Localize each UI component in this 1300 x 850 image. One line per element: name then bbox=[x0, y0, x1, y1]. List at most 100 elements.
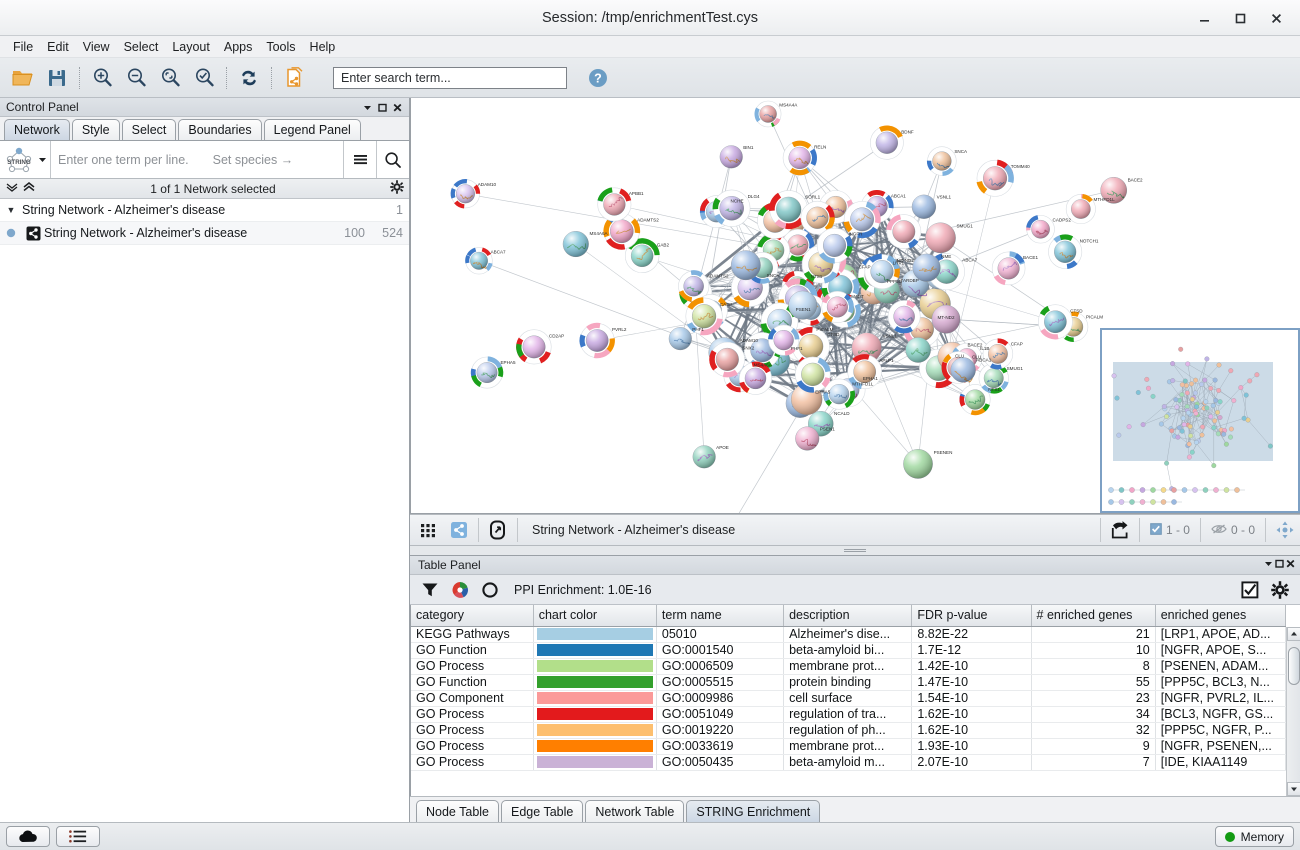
network-node[interactable] bbox=[847, 354, 882, 390]
network-node[interactable] bbox=[450, 179, 481, 209]
network-node[interactable] bbox=[692, 445, 716, 469]
col-category[interactable]: category bbox=[411, 605, 534, 627]
network-node[interactable] bbox=[959, 384, 991, 416]
menu-help[interactable]: Help bbox=[309, 39, 336, 54]
pie-chart-icon[interactable] bbox=[446, 578, 474, 602]
collapse-all-icon[interactable] bbox=[5, 181, 19, 196]
network-node[interactable] bbox=[1100, 176, 1128, 204]
hamburger-icon[interactable] bbox=[343, 141, 376, 178]
table-row[interactable]: GO Function GO:0001540 beta-amyloid bi... 1… bbox=[411, 642, 1287, 659]
close-panel-icon[interactable] bbox=[390, 100, 405, 115]
gear-icon[interactable] bbox=[1266, 578, 1294, 602]
network-node[interactable] bbox=[730, 250, 761, 281]
scroll-down-icon[interactable] bbox=[1286, 782, 1300, 796]
network-node[interactable] bbox=[1026, 215, 1055, 244]
network-node[interactable] bbox=[782, 140, 817, 176]
panel-splitter[interactable] bbox=[410, 546, 1300, 555]
network-node[interactable] bbox=[864, 253, 900, 290]
grid-layout-icon[interactable] bbox=[414, 517, 444, 543]
minimize-icon[interactable] bbox=[1186, 2, 1222, 34]
network-node[interactable] bbox=[925, 222, 956, 254]
network-node[interactable] bbox=[800, 200, 835, 235]
expand-all-icon[interactable] bbox=[22, 181, 36, 196]
network-graph-svg[interactable]: MT-ND2 VSNL1 NTS1 PICALM ADAMTS2 SNCA SMUG1 PHF… bbox=[411, 98, 1300, 514]
table-row[interactable]: GO Process GO:0019220 regulation of ph... 1… bbox=[411, 722, 1287, 739]
fit-content-icon[interactable] bbox=[1270, 517, 1300, 543]
filter-icon[interactable] bbox=[416, 578, 444, 602]
network-node[interactable] bbox=[1037, 304, 1073, 340]
table-row[interactable]: GO Component GO:0009986 cell surface 1.54E-… bbox=[411, 690, 1287, 707]
tab-network[interactable]: Network bbox=[4, 119, 70, 140]
checkbox-icon[interactable] bbox=[1236, 578, 1264, 602]
network-node[interactable] bbox=[754, 100, 782, 128]
tab-boundaries[interactable]: Boundaries bbox=[178, 119, 262, 140]
network-node[interactable] bbox=[767, 324, 800, 356]
col-term-name[interactable]: term name bbox=[656, 605, 785, 627]
network-node[interactable] bbox=[886, 214, 922, 250]
menu-select[interactable]: Select bbox=[123, 39, 159, 54]
chevron-down-icon[interactable] bbox=[360, 100, 375, 115]
menu-tools[interactable]: Tools bbox=[266, 39, 296, 54]
zoom-out-icon[interactable] bbox=[119, 62, 153, 94]
network-node[interactable] bbox=[991, 251, 1026, 286]
network-node[interactable] bbox=[516, 329, 552, 365]
menu-layout[interactable]: Layout bbox=[172, 39, 210, 54]
network-node[interactable] bbox=[678, 270, 710, 302]
table-row[interactable]: KEGG Pathways 05010 Alzheimer's dise... 8.8… bbox=[411, 626, 1287, 643]
network-node[interactable] bbox=[739, 361, 772, 395]
network-node[interactable] bbox=[950, 357, 976, 383]
network-node[interactable] bbox=[685, 297, 723, 336]
close-panel-icon[interactable] bbox=[1285, 558, 1296, 572]
network-node[interactable] bbox=[1048, 234, 1083, 270]
menu-view[interactable]: View bbox=[82, 39, 110, 54]
checkbox-icon[interactable] bbox=[1150, 522, 1162, 538]
network-node[interactable] bbox=[562, 230, 589, 258]
table-row[interactable]: GO Process GO:0033619 membrane prot... 1.93… bbox=[411, 738, 1287, 755]
hidden-eye-icon[interactable] bbox=[1211, 523, 1227, 538]
network-node[interactable] bbox=[926, 146, 957, 177]
network-node[interactable] bbox=[903, 449, 933, 479]
menu-file[interactable]: File bbox=[13, 39, 34, 54]
col-enriched-count[interactable]: # enriched genes bbox=[1031, 605, 1156, 627]
network-node[interactable] bbox=[912, 253, 941, 282]
tab-node-table[interactable]: Node Table bbox=[416, 800, 500, 822]
network-node[interactable] bbox=[816, 227, 853, 264]
string-dropdown-caret-icon[interactable] bbox=[38, 141, 50, 178]
gear-icon[interactable] bbox=[390, 180, 404, 197]
tree-row-network[interactable]: String Network - Alzheimer's disease 100… bbox=[0, 222, 409, 245]
table-row[interactable]: GO Process GO:0051049 regulation of tra...… bbox=[411, 706, 1287, 723]
tab-network-table[interactable]: Network Table bbox=[585, 800, 685, 822]
zoom-in-icon[interactable] bbox=[85, 62, 119, 94]
network-node[interactable] bbox=[905, 337, 931, 363]
network-node[interactable] bbox=[668, 327, 692, 351]
network-node[interactable] bbox=[624, 238, 660, 274]
memory-button[interactable]: Memory bbox=[1214, 826, 1294, 847]
network-node[interactable] bbox=[794, 356, 831, 393]
network-node[interactable] bbox=[470, 356, 504, 389]
network-node[interactable] bbox=[795, 426, 820, 451]
chevron-down-icon[interactable] bbox=[1263, 558, 1274, 572]
menu-edit[interactable]: Edit bbox=[47, 39, 69, 54]
fit-selected-icon[interactable] bbox=[187, 62, 221, 94]
scroll-up-icon[interactable] bbox=[1286, 627, 1300, 641]
cloud-icon[interactable] bbox=[6, 826, 50, 847]
network-node[interactable] bbox=[719, 145, 743, 169]
network-node[interactable] bbox=[976, 159, 1014, 197]
help-icon[interactable]: ? bbox=[581, 62, 615, 94]
set-species-hint[interactable]: Set species → bbox=[212, 152, 294, 167]
birdseye-overview[interactable] bbox=[1100, 328, 1300, 513]
search-input-wrap[interactable] bbox=[333, 66, 567, 89]
col-description[interactable]: description bbox=[783, 605, 913, 627]
col-enriched-genes[interactable]: enriched genes bbox=[1155, 605, 1287, 627]
export-image-icon[interactable] bbox=[1105, 517, 1135, 543]
donut-chart-icon[interactable] bbox=[476, 578, 504, 602]
table-row[interactable]: GO Process GO:0006509 membrane prot... 1.42… bbox=[411, 658, 1287, 675]
network-node[interactable] bbox=[982, 338, 1014, 370]
network-canvas[interactable]: MT-ND2 VSNL1 NTS1 PICALM ADAMTS2 SNCA SMUG1 PHF… bbox=[410, 98, 1300, 514]
refresh-icon[interactable] bbox=[232, 62, 266, 94]
open-session-icon[interactable] bbox=[6, 62, 40, 94]
network-node[interactable] bbox=[1065, 193, 1096, 225]
close-icon[interactable] bbox=[1258, 2, 1294, 34]
annotation-icon[interactable] bbox=[483, 517, 513, 543]
network-node[interactable] bbox=[788, 290, 818, 320]
